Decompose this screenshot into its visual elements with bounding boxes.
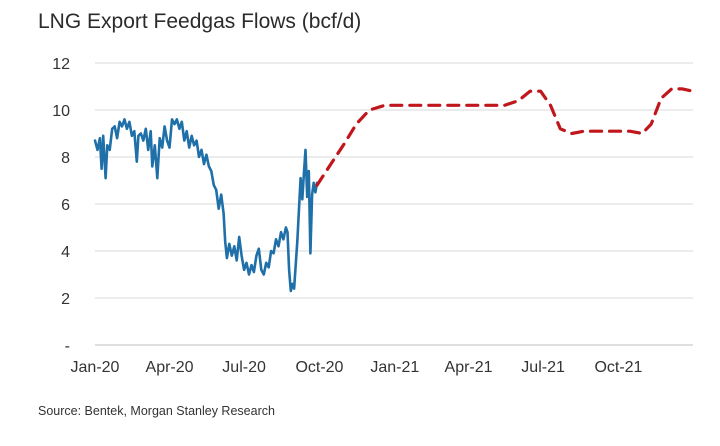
x-tick-label: Jan-20 <box>71 359 120 376</box>
historical-series-line <box>93 118 319 293</box>
y-axis: - 2 4 6 8 10 12 <box>52 56 70 355</box>
source-note: Source: Bentek, Morgan Stanley Research <box>38 404 275 418</box>
gridlines <box>95 62 693 299</box>
x-tick-label: Jan-21 <box>370 359 419 376</box>
y-tick-label: 2 <box>61 291 70 308</box>
y-tick-label: - <box>65 338 70 355</box>
chart-title: LNG Export Feedgas Flows (bcf/d) <box>38 10 362 33</box>
x-axis: Jan-20 Apr-20 Jul-20 Oct-20 Jan-21 Apr-21 Jul-… <box>71 344 693 376</box>
y-tick-label: 12 <box>52 56 70 73</box>
x-tick-label: Jul-21 <box>521 359 565 376</box>
x-tick-label: Oct-21 <box>594 359 642 376</box>
y-tick-label: 6 <box>61 197 70 214</box>
y-tick-label: 4 <box>61 244 70 261</box>
x-tick-label: Apr-20 <box>146 359 194 376</box>
series-lines <box>93 87 695 293</box>
x-tick-label: Oct-20 <box>295 359 343 376</box>
x-tick-label: Jul-20 <box>222 359 266 376</box>
y-tick-label: 10 <box>52 103 70 120</box>
x-tick-label: Apr-21 <box>445 359 493 376</box>
y-tick-label: 8 <box>61 150 70 167</box>
forecast-series-line <box>315 87 695 187</box>
